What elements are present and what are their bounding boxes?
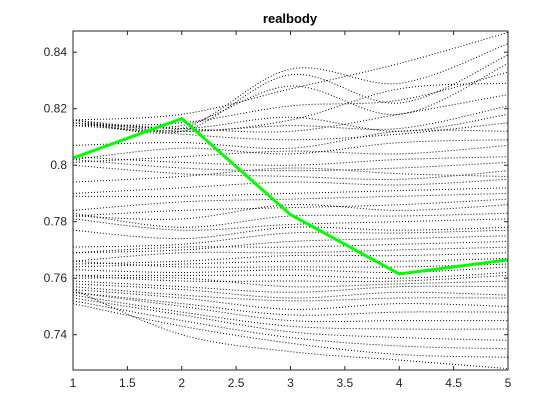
chart-title: realbody [263,11,318,26]
background-curve-19 [73,187,508,197]
background-curve-9 [73,113,508,132]
background-curve-37 [73,280,508,293]
x-tick-label: 5 [505,376,512,390]
background-curve-44 [73,297,508,341]
background-curve-16 [73,164,508,180]
x-axis: 1 1.5 2 2.5 3 3.5 4 4.5 5 [70,31,512,390]
background-curve-40 [73,289,508,310]
background-curve-32 [73,260,508,268]
x-tick-label: 2 [178,376,185,390]
background-curve-28 [73,241,508,254]
background-curve-21 [73,198,508,217]
background-curve-1 [73,31,508,121]
y-tick-label: 0.78 [44,215,68,229]
background-curve-4 [73,63,508,129]
y-tick-label: 0.76 [44,271,68,285]
background-curve-43 [73,294,508,330]
background-curve-34 [73,272,508,279]
background-curve-3 [73,54,508,134]
background-curve-5 [73,71,508,127]
background-curve-22 [73,204,508,220]
background-curve-12 [73,139,508,160]
background-curve-25 [73,226,508,240]
background-curves [73,31,508,370]
x-tick-label: 4.5 [445,376,462,390]
background-curve-13 [73,144,508,163]
background-curve-38 [73,283,508,299]
plot-frame [72,30,509,371]
background-curve-8 [73,105,508,132]
background-curve-36 [73,277,508,288]
background-curve-15 [73,159,508,172]
background-curve-14 [73,156,508,166]
background-curve-18 [73,178,508,194]
background-curve-46 [73,303,508,358]
y-axis: 0.74 0.76 0.78 0.8 0.82 0.84 [44,45,508,342]
background-curve-20 [73,192,508,211]
y-tick-label: 0.84 [44,45,68,59]
background-curve-35 [73,274,508,282]
background-curve-45 [73,300,508,350]
x-tick-label: 3 [287,376,294,390]
y-tick-label: 0.82 [44,102,68,116]
background-curve-11 [73,129,508,150]
background-curve-30 [73,252,508,265]
x-tick-label: 2.5 [228,376,245,390]
background-curve-24 [73,218,508,231]
background-curve-29 [73,246,508,262]
highlight-line [73,116,508,276]
x-tick-label: 1 [70,376,77,390]
background-curve-42 [73,291,508,323]
background-curve-17 [73,167,508,183]
background-curve-2 [73,43,508,132]
y-tick-label: 0.8 [50,158,67,172]
background-curve-26 [73,229,508,248]
y-tick-label: 0.74 [44,328,68,342]
background-curve-6 [73,82,508,132]
x-tick-label: 4 [396,376,403,390]
x-tick-label: 3.5 [337,376,354,390]
background-curve-47 [73,289,508,370]
background-curve-27 [73,235,508,254]
background-curve-41 [73,291,508,316]
highlight-series [73,116,508,276]
background-curve-33 [73,266,508,274]
x-tick-label: 1.5 [119,376,136,390]
background-curve-39 [73,286,508,302]
